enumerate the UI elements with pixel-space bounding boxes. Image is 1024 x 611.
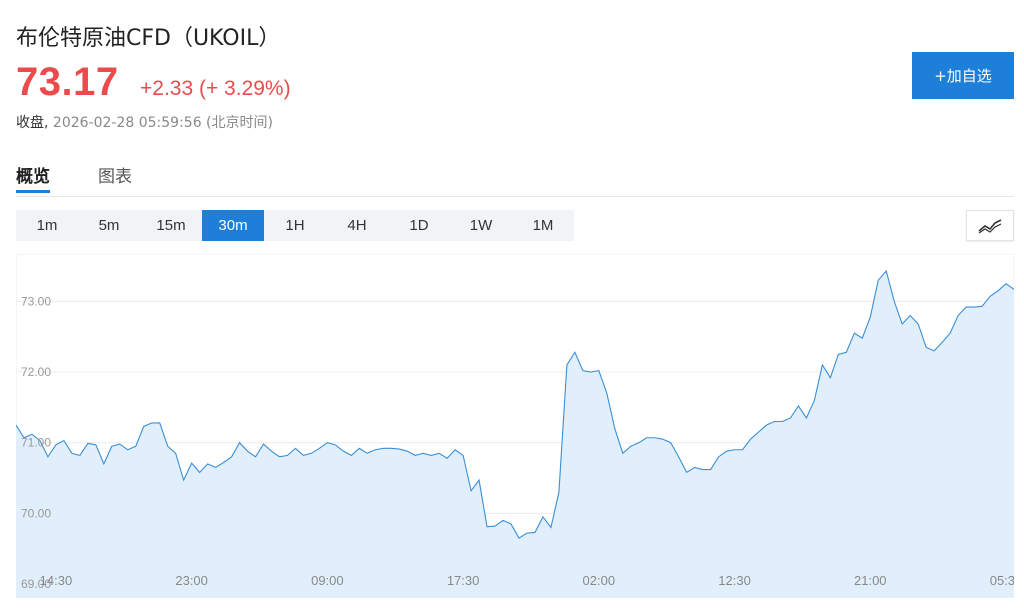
timeframe-1w[interactable]: 1W <box>469 217 493 234</box>
x-tick-label: 21:00 <box>854 573 887 588</box>
timeframe-selector: 1m 5m 15m 30m 1H 4H 1D 1W 1M <box>16 210 574 241</box>
timeframe-1d[interactable]: 1D <box>409 217 429 234</box>
x-tick-label: 02:00 <box>583 573 616 588</box>
x-tick-label: 12:30 <box>718 573 751 588</box>
price-chart[interactable]: 69.00 70.00 71.00 72.00 73.00 14:30 23:00 09:00… <box>15 253 1022 599</box>
y-tick-label: 73.00 <box>21 294 51 308</box>
line-chart-icon <box>978 218 1002 233</box>
timeframe-5m[interactable]: 5m <box>98 217 120 234</box>
x-tick-label: 23:00 <box>175 573 208 588</box>
add-to-watchlist-button[interactable]: +加自选 <box>912 52 1014 99</box>
x-tick-label: 17:30 <box>447 573 480 588</box>
status-label: 收盘, <box>16 115 49 131</box>
timeframe-1h[interactable]: 1H <box>285 217 305 234</box>
price-chart-svg: 69.00 70.00 71.00 72.00 73.00 14:30 23:00 09:00… <box>15 253 1022 599</box>
price-change: +2.33 (+ 3.29%) <box>140 77 291 100</box>
timeframe-1m[interactable]: 1m <box>36 217 58 234</box>
timeframe-4h[interactable]: 4H <box>347 217 367 234</box>
timestamp: 2026-02-28 05:59:56 (北京时间) <box>52 115 273 131</box>
timeframe-30m[interactable]: 30m <box>202 210 264 241</box>
timeframe-15m[interactable]: 15m <box>156 217 186 234</box>
tab-overview[interactable]: 概览 <box>16 162 50 193</box>
instrument-title: 布伦特原油CFD（UKOIL） <box>16 26 281 51</box>
tab-chart[interactable]: 图表 <box>98 167 132 187</box>
price-area <box>16 271 1014 598</box>
timeframe-1mo[interactable]: 1M <box>532 217 554 234</box>
x-tick-label: 14:30 <box>40 573 73 588</box>
view-tabs: 概览 图表 <box>16 160 1014 197</box>
y-tick-label: 69.00 <box>21 577 51 591</box>
x-tick-label: 09:00 <box>311 573 344 588</box>
price-line <box>15 269 1015 539</box>
y-tick-label: 72.00 <box>21 365 51 379</box>
last-price: 73.17 <box>16 60 119 104</box>
y-tick-label: 71.00 <box>21 436 51 450</box>
y-tick-label: 70.00 <box>21 506 51 520</box>
market-status: 收盘, 2026-02-28 05:59:56 (北京时间) <box>16 112 273 132</box>
x-tick-label: 05:30 <box>990 573 1014 588</box>
chart-type-button[interactable] <box>966 210 1014 241</box>
